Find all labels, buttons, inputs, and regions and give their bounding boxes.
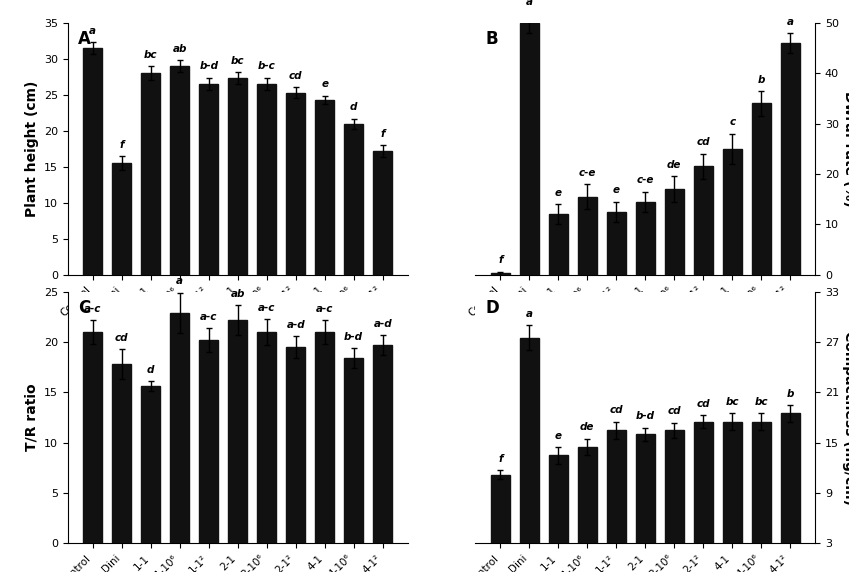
Text: C: C bbox=[78, 299, 90, 317]
Bar bbox=[694, 166, 712, 275]
Bar bbox=[607, 212, 626, 275]
Bar bbox=[83, 48, 102, 275]
Text: cd: cd bbox=[115, 333, 128, 343]
Text: b: b bbox=[757, 74, 765, 85]
Bar bbox=[286, 93, 305, 275]
Text: cd: cd bbox=[696, 137, 710, 148]
Bar bbox=[722, 149, 742, 275]
Text: cd: cd bbox=[696, 399, 710, 409]
Bar bbox=[257, 332, 276, 543]
Text: c: c bbox=[729, 117, 735, 128]
Bar bbox=[520, 338, 539, 569]
Text: de: de bbox=[667, 160, 682, 170]
Bar bbox=[344, 358, 363, 543]
Text: a: a bbox=[787, 17, 794, 27]
Bar bbox=[374, 151, 392, 275]
Text: D: D bbox=[486, 299, 499, 317]
Text: b-c: b-c bbox=[258, 61, 276, 72]
Text: a-d: a-d bbox=[286, 320, 305, 329]
Text: a: a bbox=[526, 0, 533, 6]
Text: cd: cd bbox=[289, 70, 302, 81]
Bar bbox=[374, 345, 392, 543]
Text: a-c: a-c bbox=[316, 304, 334, 313]
Text: f: f bbox=[498, 255, 503, 265]
Text: a: a bbox=[177, 276, 183, 287]
Bar bbox=[636, 434, 655, 569]
Bar bbox=[141, 73, 160, 275]
Text: f: f bbox=[120, 140, 124, 150]
Bar bbox=[578, 447, 597, 569]
Text: b: b bbox=[786, 389, 794, 399]
Text: a-c: a-c bbox=[84, 304, 102, 313]
Text: e: e bbox=[554, 188, 562, 198]
Bar bbox=[722, 422, 742, 569]
Bar bbox=[751, 422, 771, 569]
Bar bbox=[781, 43, 800, 275]
Bar bbox=[781, 414, 800, 569]
Y-axis label: Plant height (cm): Plant height (cm) bbox=[25, 81, 38, 217]
Y-axis label: Compactness (mg/cm): Compactness (mg/cm) bbox=[841, 331, 849, 505]
Text: B: B bbox=[486, 30, 498, 49]
Bar bbox=[315, 100, 335, 275]
Text: A: A bbox=[78, 30, 91, 49]
Text: ab: ab bbox=[172, 44, 187, 54]
Y-axis label: T/R ratio: T/R ratio bbox=[25, 384, 38, 451]
Bar bbox=[141, 386, 160, 543]
Bar bbox=[257, 84, 276, 275]
Text: a-c: a-c bbox=[258, 303, 275, 313]
Text: bc: bc bbox=[725, 397, 739, 407]
Text: a: a bbox=[89, 26, 96, 36]
Bar bbox=[548, 214, 568, 275]
Bar bbox=[636, 201, 655, 275]
Bar bbox=[200, 340, 218, 543]
Text: f: f bbox=[380, 129, 385, 139]
Text: a-c: a-c bbox=[200, 312, 217, 321]
Bar bbox=[286, 347, 305, 543]
Text: cd: cd bbox=[610, 406, 623, 415]
Text: b-d: b-d bbox=[344, 332, 363, 342]
Bar bbox=[665, 430, 683, 569]
Text: a-d: a-d bbox=[374, 319, 392, 329]
Bar bbox=[520, 23, 539, 275]
Bar bbox=[112, 364, 132, 543]
Bar bbox=[83, 332, 102, 543]
Bar bbox=[171, 66, 189, 275]
Text: ab: ab bbox=[231, 288, 245, 299]
Bar bbox=[344, 124, 363, 275]
Text: a: a bbox=[526, 309, 533, 319]
Text: c-e: c-e bbox=[578, 168, 596, 178]
Text: e: e bbox=[554, 431, 562, 440]
Text: cd: cd bbox=[667, 406, 681, 416]
Bar bbox=[228, 320, 247, 543]
Bar bbox=[694, 422, 712, 569]
Text: bc: bc bbox=[144, 50, 158, 59]
Text: e: e bbox=[613, 185, 620, 195]
Text: d: d bbox=[350, 102, 357, 112]
Bar bbox=[315, 332, 335, 543]
Text: b-d: b-d bbox=[200, 61, 218, 72]
Text: de: de bbox=[580, 422, 594, 432]
Text: c-e: c-e bbox=[637, 175, 654, 185]
Bar bbox=[548, 455, 568, 569]
Text: b-d: b-d bbox=[636, 411, 655, 422]
Bar bbox=[228, 78, 247, 275]
Text: bc: bc bbox=[231, 56, 245, 66]
Bar bbox=[491, 475, 509, 569]
Text: e: e bbox=[321, 79, 329, 89]
Bar bbox=[607, 430, 626, 569]
Bar bbox=[578, 197, 597, 275]
Text: bc: bc bbox=[755, 397, 768, 407]
Bar bbox=[200, 84, 218, 275]
Bar bbox=[171, 313, 189, 543]
Bar bbox=[491, 273, 509, 275]
Bar bbox=[751, 104, 771, 275]
Bar bbox=[112, 163, 132, 275]
Bar bbox=[665, 189, 683, 275]
Y-axis label: Dwraf rate (%): Dwraf rate (%) bbox=[841, 91, 849, 206]
Text: f: f bbox=[498, 454, 503, 464]
Text: d: d bbox=[147, 365, 155, 375]
